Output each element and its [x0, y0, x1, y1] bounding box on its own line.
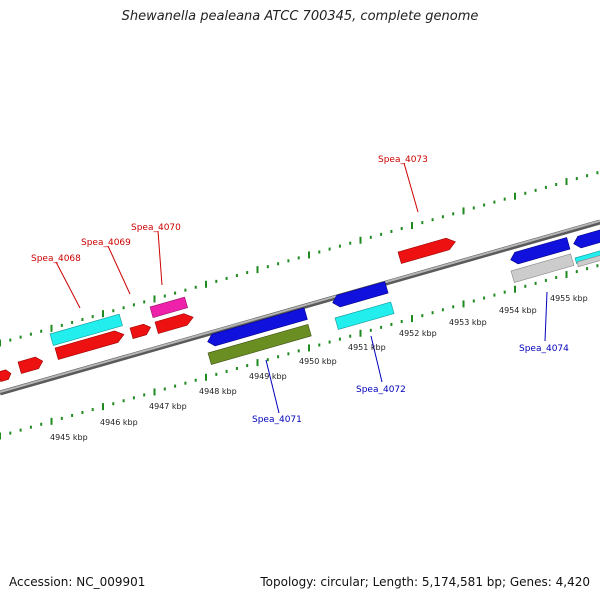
position-label: 4948 kbp	[199, 387, 237, 396]
position-label: 4955 kbp	[550, 294, 588, 303]
position-label: 4945 kbp	[50, 433, 88, 442]
gene-label: Spea_4071	[252, 415, 302, 425]
gene-bar-cyan	[334, 301, 395, 330]
leader-lines	[55, 162, 548, 414]
genome-title: Shewanella pealeana ATCC 700345, complet…	[121, 9, 479, 24]
gene-bar-magenta	[149, 296, 189, 318]
gene-bar-grey	[510, 253, 575, 283]
position-labels: 4945 kbp 4946 kbp 4947 kbp 4948 kbp 4949 kbp…	[50, 294, 588, 442]
position-label: 4951 kbp	[348, 343, 386, 352]
gene-label: Spea_4073	[378, 155, 428, 165]
gene-arrow-red	[0, 369, 12, 382]
gene-arrow-red	[154, 313, 194, 334]
gene-arrow-red	[129, 323, 152, 339]
gene-bar-olive	[207, 323, 312, 365]
gene-bar-cyan	[49, 313, 123, 346]
gene-arrow-blue	[573, 226, 600, 249]
gene-arrow-blue	[332, 281, 389, 308]
gene-label: Spea_4070	[131, 223, 181, 233]
position-label: 4950 kbp	[299, 357, 337, 366]
position-label: 4953 kbp	[449, 318, 487, 327]
gene-arrow-red	[397, 237, 456, 264]
position-label: 4952 kbp	[399, 329, 437, 338]
gene-label: Spea_4074	[519, 344, 569, 354]
position-label: 4954 kbp	[499, 306, 537, 315]
genome-summary-text: Topology: circular; Length: 5,174,581 bp…	[260, 575, 590, 589]
gene-label: Spea_4069	[81, 238, 131, 248]
gene-arrow-red	[17, 356, 44, 374]
position-label: 4949 kbp	[249, 372, 287, 381]
gene-arrow-blue	[207, 307, 308, 347]
position-label: 4946 kbp	[100, 418, 138, 427]
lower-tick-track	[0, 264, 599, 440]
gene-bar-grey	[576, 250, 600, 268]
genome-backbone-highlight	[0, 220, 600, 393]
gene-arrow-red	[54, 330, 125, 360]
gene-label: Spea_4068	[31, 254, 81, 264]
gene-label: Spea_4072	[356, 385, 406, 395]
position-label: 4947 kbp	[149, 402, 187, 411]
accession-text: Accession: NC_009901	[9, 575, 146, 589]
gene-arrow-blue	[510, 237, 571, 265]
gene-features	[0, 226, 600, 382]
upper-tick-track	[0, 171, 599, 347]
